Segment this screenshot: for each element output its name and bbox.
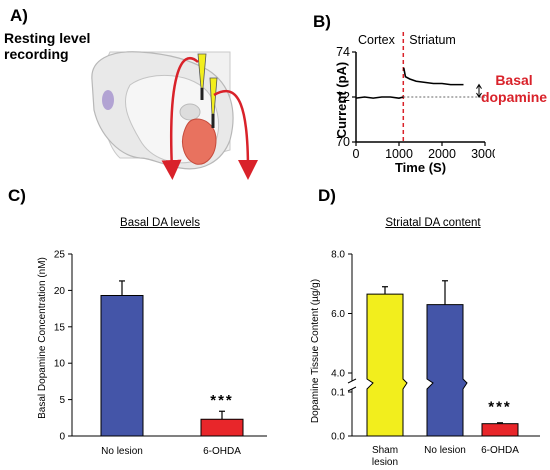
chart-d-ytick-label: 0.1 — [331, 388, 345, 399]
chart-d-axis-break — [347, 378, 357, 392]
chart-c-category-label: 6-OHDA — [203, 446, 241, 457]
chart-c-ytick-label: 5 — [59, 395, 65, 406]
chart-b-xlabel: Time (S) — [395, 160, 446, 175]
chart-d-ytick-label: 6.0 — [331, 309, 345, 320]
chart-c-ytick-label: 10 — [54, 359, 66, 370]
chart-c-title: Basal DA levels — [120, 217, 200, 229]
chart-d-significance: *** — [488, 399, 512, 416]
chart-c-significance: *** — [210, 392, 234, 409]
chart-b-region-striatum: Striatum — [409, 33, 456, 47]
chart-d-ytick-label: 4.0 — [331, 369, 345, 380]
basal-line2: dopamine — [480, 89, 548, 105]
chart-c-ytick-label: 0 — [59, 432, 65, 443]
chart-c-ytick-label: 15 — [54, 322, 66, 333]
chart-c-bar — [200, 418, 244, 437]
chart-c-ytick-label: 20 — [54, 286, 66, 297]
chart-b-xtick-label: 0 — [353, 147, 360, 161]
chart-d-category-label: 6-OHDA — [481, 445, 519, 456]
resting-level-line2: recording — [4, 46, 69, 62]
arrow-icon — [213, 89, 258, 180]
chart-b-xtick-label: 2000 — [428, 147, 456, 161]
resting-level-line1: Resting level — [4, 30, 91, 46]
chart-b-series-line — [402, 67, 464, 86]
chart-c-ytick-label: 25 — [54, 250, 66, 261]
chart-d-category-label: Sham — [372, 445, 398, 456]
chart-c-bar — [100, 294, 144, 437]
chart-d-ytick-label: 8.0 — [331, 250, 345, 261]
chart-b-ytick-label: 72 — [336, 90, 350, 104]
chart-b-xtick-label: 1000 — [385, 147, 413, 161]
chart-b-bracket-arrow-down — [476, 92, 482, 98]
basal-line1: Basal — [495, 72, 533, 88]
resting-level-note: Resting level recording — [4, 30, 90, 62]
panel-label-d: D) — [318, 186, 336, 205]
chart-d-bar — [426, 304, 468, 437]
chart-d-bar — [481, 423, 519, 437]
chart-d-category-label: No lesion — [424, 445, 466, 456]
arrow-icon — [161, 56, 199, 180]
panel-label-b: B) — [313, 12, 331, 31]
chart-b-region-cortex: Cortex — [358, 33, 396, 47]
panel-label-a: A) — [10, 6, 28, 25]
chart-b-ytick-label: 70 — [336, 135, 350, 149]
chart-b-xtick-label: 3000 — [471, 147, 495, 161]
chart-c-category-label: No lesion — [101, 446, 143, 457]
chart-d-bar — [366, 293, 408, 437]
panel-label-c: C) — [8, 186, 26, 205]
chart-c: 0 5 10 15 20 25 No lesion 6-OHDA *** — [54, 250, 267, 457]
brain-illustration — [91, 51, 258, 180]
chart-d-title: Striatal DA content — [385, 217, 481, 229]
chart-d-ytick-label: 0.0 — [331, 432, 345, 443]
basal-dopamine-note: Basal dopamine — [478, 72, 550, 106]
chart-b: 70 72 74 0 1000 2000 3000 Time (S) Cortex Striatu… — [336, 32, 495, 175]
chart-b-series-line — [355, 96, 404, 99]
chart-b-bracket-arrow-up — [476, 83, 482, 89]
chart-b-ytick-label: 74 — [336, 45, 350, 59]
chart-d-category-label: lesion — [372, 457, 398, 468]
